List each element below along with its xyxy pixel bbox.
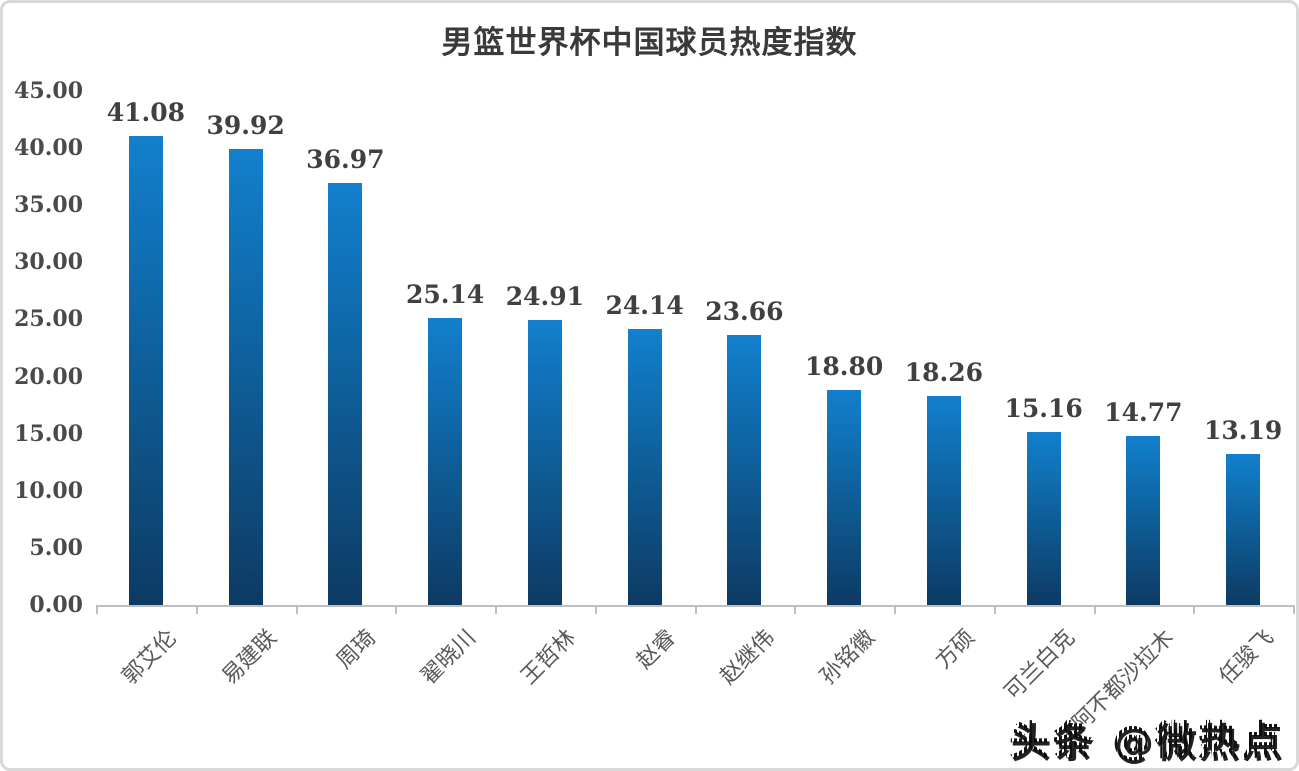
x-axis-category-label: 易建联	[217, 625, 282, 690]
x-axis-tick	[495, 605, 497, 614]
x-axis-category-label: 周琦	[332, 625, 382, 675]
watermark: 头条 @微热点	[1009, 708, 1284, 766]
bar-value-label: 25.14	[405, 279, 485, 309]
bar-翟晓川	[428, 317, 463, 605]
bar-可兰白克	[1026, 431, 1061, 605]
y-axis-tick-label: 35.00	[14, 192, 83, 219]
bar-易建联	[228, 149, 263, 605]
bar-王哲林	[527, 320, 562, 605]
x-axis-category-label: 孙铭徽	[815, 625, 881, 690]
bar-value-label: 24.91	[505, 282, 585, 312]
x-axis-tick	[1293, 605, 1295, 614]
bar-郭艾伦	[128, 135, 163, 605]
x-axis-category-label: 可兰白克	[999, 625, 1080, 706]
y-axis-tick-label: 20.00	[14, 363, 83, 390]
x-axis-tick	[694, 605, 697, 614]
bar-value-label: 24.14	[605, 291, 684, 321]
y-axis-tick-label: 15.00	[14, 420, 83, 447]
bar-value-label: 39.92	[206, 111, 285, 141]
bar-value-label: 13.19	[1203, 416, 1283, 446]
bar-value-label: 41.08	[106, 97, 186, 127]
bar-任骏飞	[1226, 454, 1261, 605]
bar-value-label: 18.80	[804, 352, 884, 382]
y-axis-tick-label: 45.00	[14, 78, 83, 104]
bar-赵继伟	[727, 334, 762, 605]
x-axis-tick	[594, 605, 597, 614]
bar-周琦	[328, 182, 363, 605]
bar-value-label: 23.66	[705, 296, 784, 326]
y-axis-tick-label: 5.00	[29, 534, 83, 561]
bar-阿不都沙拉木	[1126, 436, 1161, 605]
x-axis-tick	[794, 605, 797, 614]
x-axis-category-label: 王哲林	[516, 625, 581, 690]
y-axis-tick-label: 0.00	[29, 592, 83, 618]
x-axis-category-label: 郭艾伦	[117, 625, 182, 690]
x-axis-tick	[395, 605, 398, 614]
plot-area: 45.00 40.00 35.00 30.00 25.00 20.00 15.00 10.00…	[3, 3, 1296, 768]
x-axis-tick	[295, 605, 298, 614]
x-axis-category-label: 赵睿	[631, 625, 681, 675]
x-axis-tick	[894, 605, 896, 614]
chart-title: 男篮世界杯中国球员热度指数	[441, 25, 858, 61]
x-axis-category-label: 翟晓川	[416, 625, 482, 690]
bar-方硕	[926, 396, 961, 605]
bar-value-label: 18.26	[904, 358, 984, 388]
y-axis-tick-label: 40.00	[14, 135, 83, 162]
x-axis-category-label: 方硕	[930, 625, 980, 675]
bar-赵睿	[627, 329, 662, 605]
y-axis-tick-label: 25.00	[14, 306, 83, 333]
x-axis-tick	[1193, 605, 1196, 614]
y-axis-tick-label: 10.00	[14, 477, 83, 504]
x-axis-category-label: 任骏飞	[1214, 625, 1280, 690]
bar-value-label: 15.16	[1004, 393, 1083, 423]
bar-value-label: 36.97	[306, 144, 385, 174]
x-axis-tick	[993, 605, 996, 614]
x-axis-tick	[96, 605, 98, 614]
bar-孙铭徽	[827, 390, 862, 605]
x-axis-tick	[1093, 605, 1096, 614]
bar-value-label: 14.77	[1104, 398, 1183, 428]
y-axis-tick-label: 30.00	[14, 249, 83, 276]
x-axis-tick	[195, 605, 198, 614]
x-axis-category-label: 赵继伟	[715, 625, 781, 690]
